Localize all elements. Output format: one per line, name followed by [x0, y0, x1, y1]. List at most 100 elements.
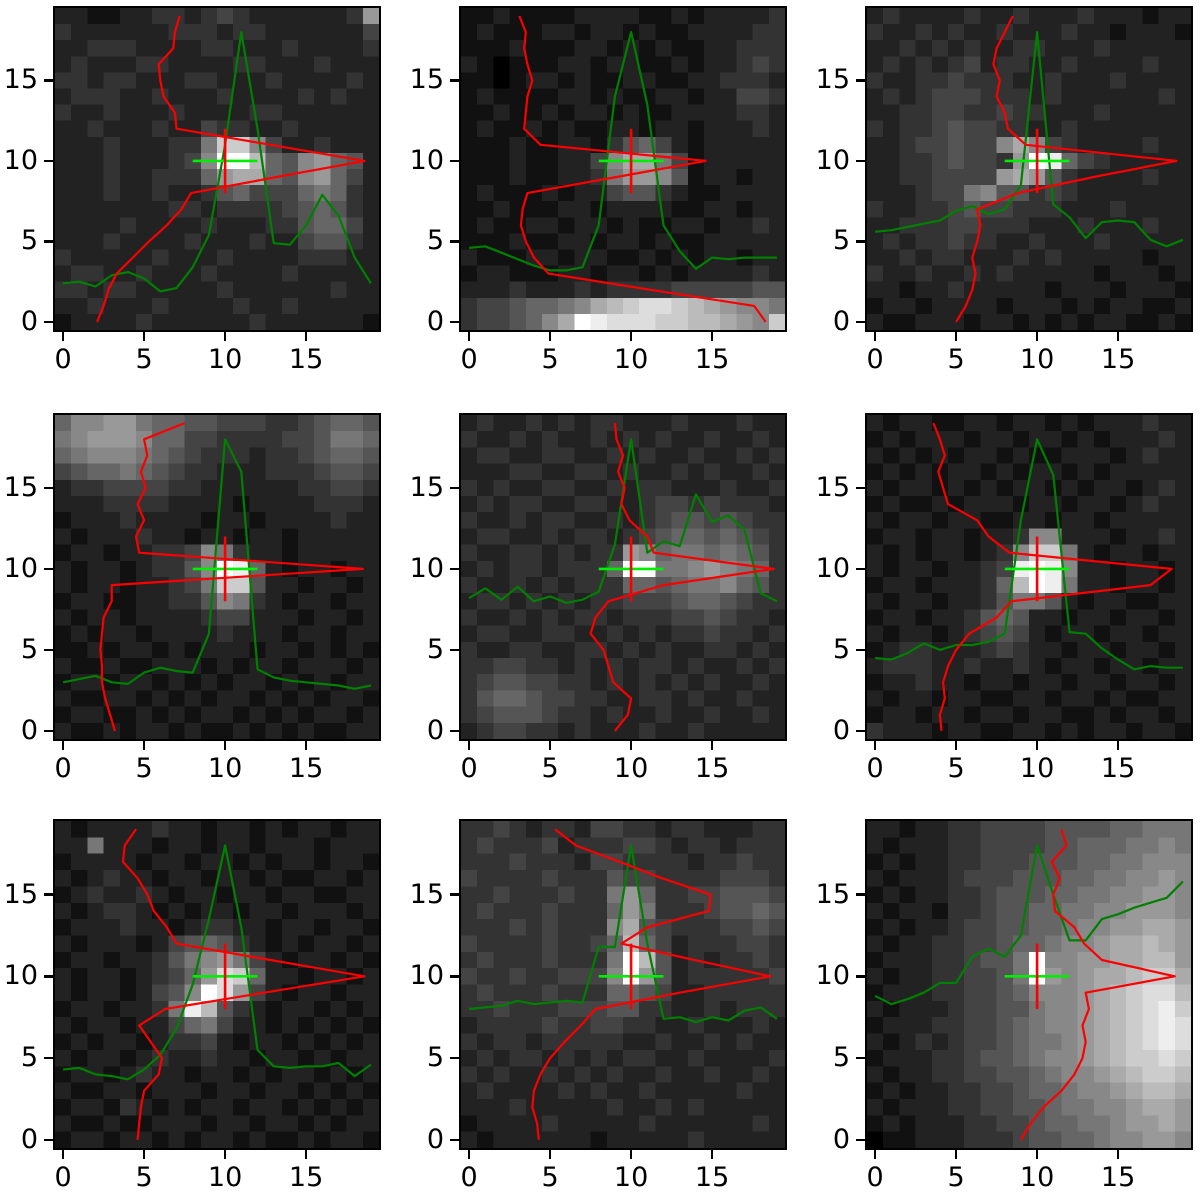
cutout-image [461, 415, 785, 739]
y-tick-mark [856, 320, 865, 324]
y-tick-mark [44, 729, 53, 733]
x-tick-mark [548, 741, 552, 750]
x-tick-label: 15 [694, 344, 730, 375]
y-tick-label: 15 [3, 471, 38, 503]
x-tick-mark [548, 1150, 552, 1159]
x-tick-mark [710, 332, 714, 341]
y-tick-mark [856, 567, 865, 571]
red-column-profile-curve [932, 422, 1173, 732]
cutout-image [55, 821, 379, 1148]
x-tick-mark [954, 741, 958, 750]
red-column-profile-curve [518, 15, 767, 323]
green-row-profile-curve [468, 31, 777, 272]
x-tick-mark [142, 741, 146, 750]
y-tick-mark [450, 893, 459, 896]
red-column-profile-curve [1019, 828, 1176, 1141]
y-tick-label: 10 [3, 960, 38, 992]
y-tick-mark [450, 240, 459, 243]
y-tick-label: 0 [426, 714, 444, 746]
x-tick-mark [954, 1150, 958, 1159]
y-tick-mark [44, 79, 53, 82]
profile-overlay [62, 828, 372, 1140]
y-tick-label: 5 [20, 633, 38, 665]
y-tick-label: 0 [20, 305, 38, 337]
y-tick-mark [450, 486, 459, 490]
x-tick-mark [61, 741, 65, 750]
x-tick-label: 5 [135, 1162, 153, 1193]
subplot-r1c2 [865, 413, 1193, 741]
y-tick-mark [44, 975, 53, 978]
x-tick-mark [1035, 741, 1039, 750]
x-tick-label: 15 [694, 753, 730, 784]
x-tick-mark [223, 741, 227, 750]
y-tick-label: 0 [20, 1123, 38, 1155]
x-tick-label: 5 [541, 753, 559, 784]
y-tick-mark [44, 567, 53, 571]
y-tick-mark [856, 893, 865, 896]
x-tick-mark [467, 332, 471, 341]
x-tick-label: 0 [54, 1162, 72, 1193]
x-tick-mark [629, 741, 633, 750]
y-tick-mark [856, 240, 865, 243]
y-tick-mark [44, 320, 53, 324]
y-tick-label: 15 [409, 64, 444, 96]
x-tick-mark [1116, 1150, 1120, 1159]
red-column-profile-curve [96, 15, 366, 323]
x-tick-mark [954, 332, 958, 341]
green-row-profile-curve [468, 438, 778, 604]
y-tick-mark [450, 1056, 459, 1060]
x-tick-mark [61, 332, 65, 341]
x-tick-label: 0 [54, 753, 72, 784]
x-tick-label: 15 [1100, 753, 1136, 784]
red-column-profile-curve [955, 15, 1178, 323]
green-row-profile-curve [874, 844, 1184, 1006]
y-tick-mark [450, 729, 459, 733]
x-tick-mark [142, 332, 146, 341]
y-tick-mark [856, 1056, 865, 1060]
y-tick-label: 5 [832, 633, 850, 665]
x-tick-label: 0 [460, 753, 478, 784]
x-tick-label: 0 [866, 344, 884, 375]
red-column-profile-curve [99, 422, 364, 732]
x-tick-mark [304, 1150, 308, 1159]
x-tick-mark [873, 332, 877, 341]
x-tick-label: 10 [207, 753, 243, 784]
y-tick-label: 0 [832, 714, 850, 746]
x-tick-mark [467, 741, 471, 750]
green-row-profile-curve [874, 31, 1184, 248]
y-tick-label: 10 [409, 144, 444, 176]
x-tick-mark [223, 332, 227, 341]
y-tick-mark [856, 648, 865, 652]
x-tick-label: 0 [866, 753, 884, 784]
y-tick-label: 15 [815, 64, 850, 96]
x-tick-label: 10 [613, 344, 649, 375]
subplot-r2c2 [865, 819, 1193, 1150]
subplot-r0c0 [53, 6, 381, 332]
subplot-r2c0 [53, 819, 381, 1150]
profile-overlay [468, 15, 777, 323]
y-tick-label: 10 [815, 144, 850, 176]
y-tick-label: 10 [3, 144, 38, 176]
green-row-profile-curve [468, 844, 778, 1024]
profile-overlay [62, 422, 372, 732]
green-row-profile-curve [62, 844, 372, 1081]
y-tick-mark [450, 1138, 459, 1142]
x-tick-label: 0 [54, 344, 72, 375]
y-tick-label: 5 [20, 225, 38, 257]
y-tick-mark [44, 1138, 53, 1142]
x-tick-mark [548, 332, 552, 341]
x-tick-label: 5 [135, 753, 153, 784]
y-tick-label: 15 [3, 878, 38, 910]
y-tick-label: 0 [832, 1123, 850, 1155]
y-tick-label: 15 [815, 878, 850, 910]
y-tick-label: 10 [3, 552, 38, 584]
x-tick-mark [710, 1150, 714, 1159]
y-tick-mark [44, 240, 53, 243]
y-tick-label: 15 [409, 878, 444, 910]
subplot-r1c1 [459, 413, 787, 741]
y-tick-label: 5 [20, 1042, 38, 1074]
x-tick-mark [710, 741, 714, 750]
y-tick-mark [44, 486, 53, 490]
subplot-r2c1 [459, 819, 787, 1150]
x-tick-mark [1035, 332, 1039, 341]
